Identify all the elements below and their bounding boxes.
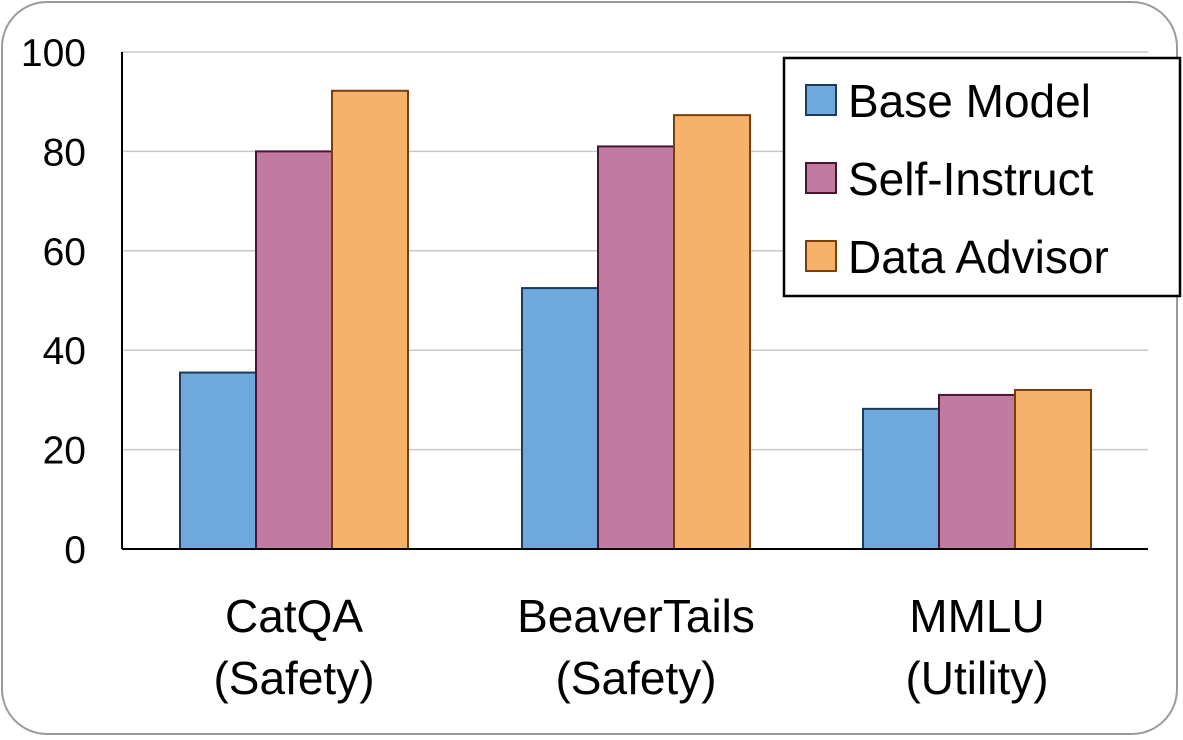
y-tick-labels: 0 20 40 60 80 100 (21, 32, 86, 572)
bar (597, 145, 675, 550)
y-tick-label: 20 (43, 430, 86, 473)
bar (521, 287, 599, 550)
legend-swatch (805, 240, 837, 272)
legend-box (782, 56, 1182, 298)
y-tick-label: 60 (43, 231, 86, 274)
x-category-label: (Safety) (555, 652, 716, 704)
x-category-label: (Utility) (905, 652, 1048, 704)
legend: Base Model Self-Instruct Data Advisor (782, 56, 1182, 298)
y-tick-label: 100 (21, 32, 86, 75)
x-category-label: MMLU (909, 590, 1044, 642)
bar (331, 89, 409, 551)
legend-label: Self-Instruct (848, 153, 1094, 205)
legend-swatch (805, 84, 837, 116)
x-category-label: BeaverTails (517, 590, 755, 642)
bar (1014, 388, 1092, 550)
bars (179, 89, 1092, 551)
x-category-labels: CatQA (Safety) BeaverTails (Safety) MMLU (Uti… (213, 590, 1048, 704)
legend-label: Base Model (848, 75, 1091, 127)
legend-swatch (805, 162, 837, 194)
bar (255, 150, 333, 550)
y-tick-label: 80 (43, 131, 86, 174)
bar (673, 114, 751, 551)
x-category-label: CatQA (225, 590, 363, 642)
x-category-label: (Safety) (213, 652, 374, 704)
axes (121, 52, 1148, 550)
legend-label: Data Advisor (848, 231, 1109, 283)
y-tick-label: 0 (64, 529, 86, 572)
bar (179, 371, 257, 550)
y-tick-label: 40 (43, 330, 86, 373)
bar (862, 407, 940, 551)
bar (938, 393, 1016, 550)
